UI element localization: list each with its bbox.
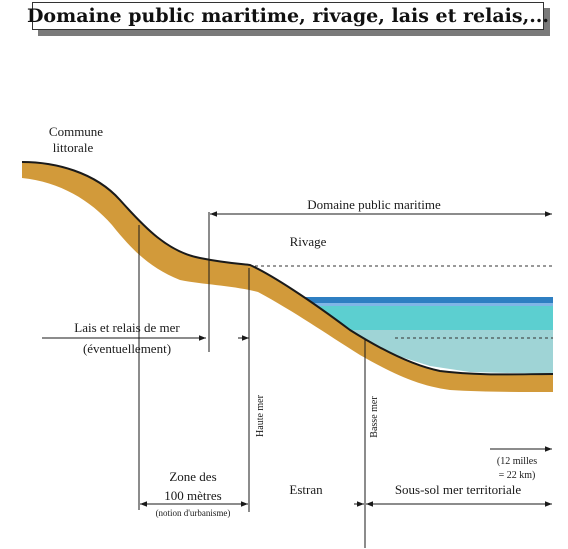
sea-lower-layer bbox=[326, 330, 553, 374]
diagram-title: Domaine public maritime, rivage, lais et… bbox=[26, 5, 550, 27]
label-rivage: Rivage bbox=[290, 234, 327, 249]
title-box: Domaine public maritime, rivage, lais et… bbox=[27, 2, 550, 36]
title-frame: Domaine public maritime, rivage, lais et… bbox=[27, 2, 549, 30]
label-sous-sol: Sous-sol mer territoriale bbox=[395, 482, 522, 497]
label-milles-line2: = 22 km) bbox=[499, 470, 536, 481]
label-eventuellement: (éventuellement) bbox=[83, 341, 171, 356]
label-domaine-public-maritime: Domaine public maritime bbox=[307, 197, 441, 212]
label-haute-mer: Haute mer bbox=[255, 394, 266, 437]
label-notion-urbanisme: (notion d'urbanisme) bbox=[156, 508, 231, 518]
label-basse-mer: Basse mer bbox=[369, 396, 380, 438]
sea-surface-highlight bbox=[306, 303, 553, 306]
label-commune-line2: littorale bbox=[53, 140, 94, 155]
sea-surface-band bbox=[302, 297, 553, 303]
ground-band bbox=[22, 162, 553, 392]
label-milles-line1: (12 milles bbox=[497, 456, 537, 467]
ground-surface-line bbox=[21, 161, 554, 376]
label-lais-relais: Lais et relais de mer bbox=[74, 320, 180, 335]
label-zone-line2: 100 mètres bbox=[164, 488, 221, 503]
label-estran: Estran bbox=[289, 482, 323, 497]
label-commune-line1: Commune bbox=[49, 124, 103, 139]
label-zone-line1: Zone des bbox=[169, 469, 216, 484]
